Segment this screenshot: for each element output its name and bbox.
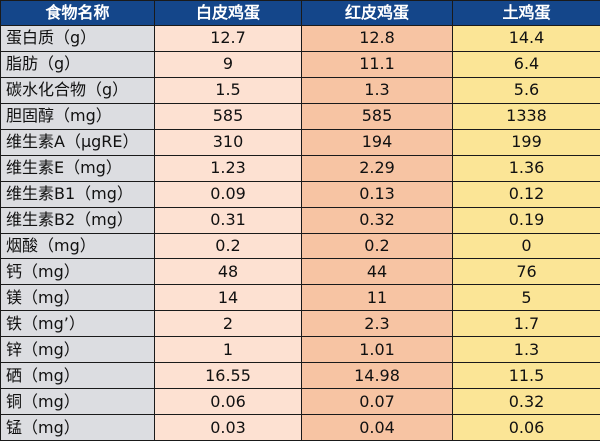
cell-white-egg: 14 <box>154 284 302 312</box>
cell-local-egg: 14.4 <box>452 25 600 52</box>
table-row: 脂肪（g） 9 11.1 6.4 <box>0 50 600 78</box>
cell-red-egg: 0.32 <box>301 206 453 234</box>
table-row: 维生素E（mg） 1.23 2.29 1.36 <box>0 154 600 182</box>
table-row: 碳水化合物（g） 1.5 1.3 5.6 <box>0 76 600 104</box>
cell-local-egg: 1338 <box>452 102 600 130</box>
cell-white-egg: 310 <box>154 128 302 156</box>
table-row: 钙（mg） 48 44 76 <box>0 258 600 286</box>
cell-red-egg: 0.2 <box>301 232 453 260</box>
row-name: 维生素A（μgRE） <box>0 128 155 156</box>
row-name: 镁（mg） <box>0 284 155 312</box>
cell-white-egg: 12.7 <box>154 25 302 52</box>
row-name: 维生素B2（mg） <box>0 206 155 234</box>
cell-red-egg: 44 <box>301 258 453 286</box>
header-row: 食物名称 白皮鸡蛋 红皮鸡蛋 土鸡蛋 <box>0 0 600 26</box>
cell-red-egg: 1.3 <box>301 76 453 104</box>
cell-local-egg: 0 <box>452 232 600 260</box>
header-food-name: 食物名称 <box>0 0 155 26</box>
cell-local-egg: 76 <box>452 258 600 286</box>
cell-white-egg: 0.31 <box>154 206 302 234</box>
cell-white-egg: 585 <box>154 102 302 130</box>
cell-local-egg: 1.36 <box>452 154 600 182</box>
cell-red-egg: 0.13 <box>301 180 453 208</box>
cell-white-egg: 0.03 <box>154 414 302 441</box>
header-white-egg: 白皮鸡蛋 <box>154 0 302 26</box>
cell-red-egg: 0.04 <box>301 414 453 441</box>
cell-red-egg: 194 <box>301 128 453 156</box>
cell-white-egg: 2 <box>154 310 302 338</box>
row-name: 维生素E（mg） <box>0 154 155 182</box>
table-row: 铜（mg） 0.06 0.07 0.32 <box>0 388 600 416</box>
cell-red-egg: 1.01 <box>301 336 453 364</box>
row-name: 钙（mg） <box>0 258 155 286</box>
row-name: 脂肪（g） <box>0 50 155 78</box>
table-row: 蛋白质（g） 12.7 12.8 14.4 <box>0 25 600 52</box>
cell-local-egg: 5.6 <box>452 76 600 104</box>
row-name: 维生素B1（mg） <box>0 180 155 208</box>
cell-white-egg: 0.06 <box>154 388 302 416</box>
table-row: 烟酸（mg） 0.2 0.2 0 <box>0 232 600 260</box>
cell-red-egg: 585 <box>301 102 453 130</box>
table-row: 铁（mg’） 2 2.3 1.7 <box>0 310 600 338</box>
cell-red-egg: 11 <box>301 284 453 312</box>
cell-red-egg: 14.98 <box>301 362 453 390</box>
cell-local-egg: 0.06 <box>452 414 600 441</box>
row-name: 锌（mg） <box>0 336 155 364</box>
cell-local-egg: 0.32 <box>452 388 600 416</box>
cell-local-egg: 6.4 <box>452 50 600 78</box>
row-name: 碳水化合物（g） <box>0 76 155 104</box>
cell-local-egg: 1.3 <box>452 336 600 364</box>
cell-local-egg: 1.7 <box>452 310 600 338</box>
table-row: 维生素B1（mg） 0.09 0.13 0.12 <box>0 180 600 208</box>
cell-local-egg: 199 <box>452 128 600 156</box>
table-row: 维生素B2（mg） 0.31 0.32 0.19 <box>0 206 600 234</box>
row-name: 烟酸（mg） <box>0 232 155 260</box>
table-row: 锌（mg） 1 1.01 1.3 <box>0 336 600 364</box>
cell-red-egg: 2.29 <box>301 154 453 182</box>
cell-red-egg: 12.8 <box>301 25 453 52</box>
cell-white-egg: 1.5 <box>154 76 302 104</box>
cell-local-egg: 5 <box>452 284 600 312</box>
table-row: 镁（mg） 14 11 5 <box>0 284 600 312</box>
row-name: 蛋白质（g） <box>0 25 155 52</box>
cell-local-egg: 0.12 <box>452 180 600 208</box>
table-row: 锰（mg） 0.03 0.04 0.06 <box>0 414 600 441</box>
row-name: 铜（mg） <box>0 388 155 416</box>
row-name: 锰（mg） <box>0 414 155 441</box>
cell-red-egg: 11.1 <box>301 50 453 78</box>
cell-white-egg: 1.23 <box>154 154 302 182</box>
header-red-egg: 红皮鸡蛋 <box>301 0 453 26</box>
table-row: 硒（mg） 16.55 14.98 11.5 <box>0 362 600 390</box>
row-name: 铁（mg’） <box>0 310 155 338</box>
row-name: 硒（mg） <box>0 362 155 390</box>
cell-red-egg: 2.3 <box>301 310 453 338</box>
cell-white-egg: 0.09 <box>154 180 302 208</box>
cell-red-egg: 0.07 <box>301 388 453 416</box>
cell-white-egg: 1 <box>154 336 302 364</box>
row-name: 胆固醇（mg） <box>0 102 155 130</box>
table-row: 维生素A（μgRE） 310 194 199 <box>0 128 600 156</box>
cell-white-egg: 0.2 <box>154 232 302 260</box>
header-local-egg: 土鸡蛋 <box>452 0 600 26</box>
cell-white-egg: 9 <box>154 50 302 78</box>
cell-white-egg: 16.55 <box>154 362 302 390</box>
table-row: 胆固醇（mg） 585 585 1338 <box>0 102 600 130</box>
cell-white-egg: 48 <box>154 258 302 286</box>
cell-local-egg: 11.5 <box>452 362 600 390</box>
cell-local-egg: 0.19 <box>452 206 600 234</box>
